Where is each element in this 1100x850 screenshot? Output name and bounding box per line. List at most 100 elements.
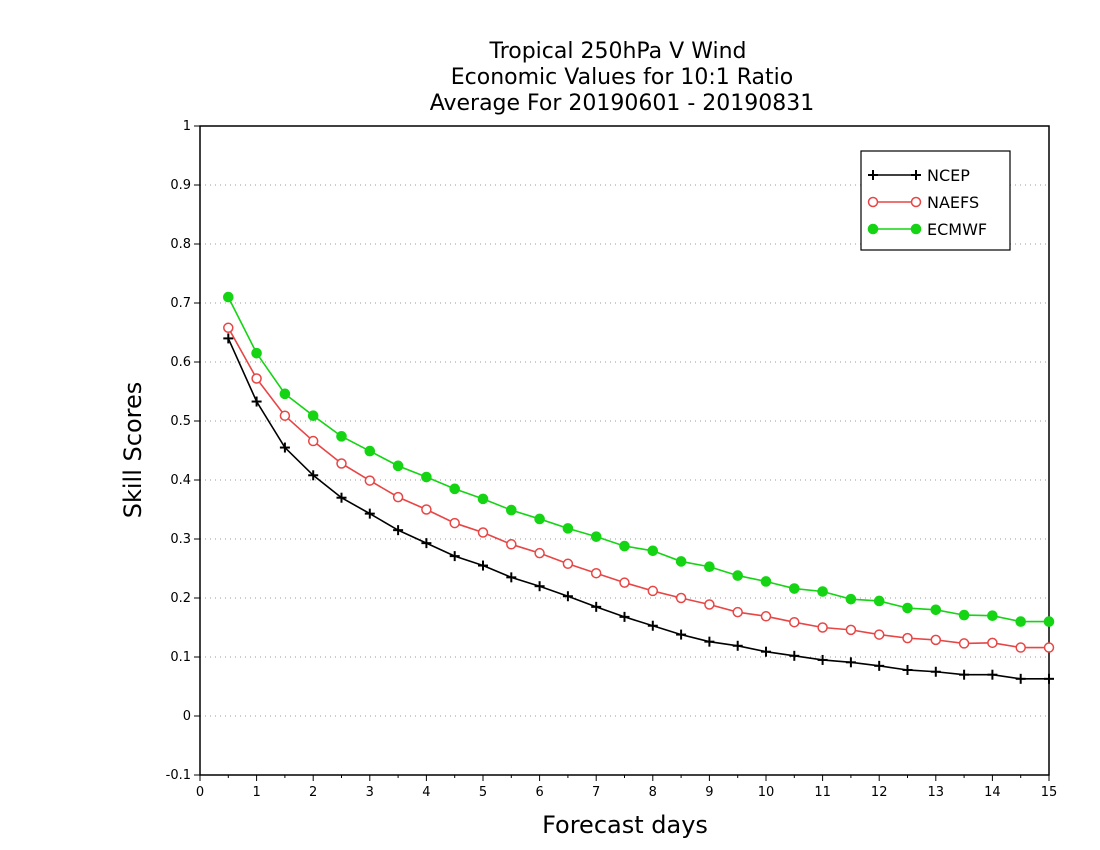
data-point-naefs [987, 637, 998, 649]
data-point-ncep [421, 538, 432, 549]
legend-box [860, 150, 1011, 251]
series-line-ncep [227, 338, 1049, 680]
y-tick-label: 0.1 [170, 650, 191, 665]
y-axis-title: Skill Scores [119, 382, 147, 519]
data-point-ecmwf [675, 556, 687, 567]
data-point-ecmwf [647, 545, 659, 557]
data-point-ncep [308, 470, 319, 481]
data-point-ecmwf [987, 610, 998, 622]
y-tick-label: 0.4 [170, 473, 191, 488]
data-point-naefs [562, 558, 574, 570]
data-point-ecmwf [958, 609, 970, 621]
data-point-ncep [251, 396, 262, 407]
data-point-ncep [478, 560, 488, 571]
data-point-ecmwf [307, 410, 319, 421]
x-tick-label: 2 [309, 785, 317, 800]
data-point-naefs [817, 622, 828, 633]
data-point-naefs [449, 517, 460, 529]
data-point-ecmwf [449, 483, 461, 495]
data-point-ncep [647, 620, 658, 631]
data-point-ecmwf [421, 471, 432, 483]
y-tick-label: 0.9 [170, 178, 191, 193]
data-point-naefs [534, 547, 545, 559]
series-ecmwf [223, 291, 1055, 627]
data-point-ncep [223, 333, 234, 344]
y-tick-label: 0.2 [170, 591, 191, 606]
data-point-naefs [477, 527, 489, 538]
data-point-naefs [619, 577, 630, 588]
data-point-naefs [845, 624, 857, 636]
series-line-ecmwf [227, 296, 1049, 623]
x-tick-label: 4 [422, 785, 430, 800]
series-ncep [223, 333, 1054, 684]
data-point-naefs [421, 504, 432, 515]
data-point-ecmwf [902, 602, 913, 614]
x-tick-label: 14 [984, 785, 1001, 800]
data-point-ncep [534, 581, 545, 592]
data-point-ecmwf [760, 576, 772, 587]
data-point-ncep [874, 660, 885, 671]
data-point-naefs [789, 616, 800, 628]
data-point-ecmwf [534, 513, 545, 525]
y-tick-label: 0.3 [170, 532, 191, 547]
data-point-ncep [845, 657, 856, 668]
data-point-ecmwf [817, 586, 828, 597]
data-point-naefs [392, 491, 404, 503]
data-point-ecmwf [873, 595, 885, 607]
y-tick-label: 0.5 [170, 414, 191, 429]
data-point-ecmwf [845, 593, 857, 605]
title-line-3: Average For 20190601 - 20190831 [430, 91, 815, 116]
data-point-ecmwf [279, 388, 291, 400]
legend-label-ecmwf: ECMWF [927, 220, 987, 239]
data-point-naefs [704, 599, 715, 610]
data-point-ecmwf [477, 493, 489, 505]
data-point-naefs [506, 539, 517, 550]
data-point-ecmwf [506, 504, 517, 516]
data-point-ecmwf [619, 540, 630, 552]
data-point-ncep [336, 492, 347, 503]
series-naefs [223, 322, 1055, 653]
data-point-naefs [958, 638, 970, 649]
y-tick-label: 0 [183, 709, 191, 724]
data-point-ncep [364, 508, 375, 519]
data-point-naefs [873, 629, 885, 640]
legend-marker-naefs-end [910, 196, 922, 208]
data-point-ecmwf [562, 523, 574, 534]
data-point-ecmwf [336, 431, 347, 442]
title-line-1: Tropical 250hPa V Wind [488, 39, 746, 64]
x-tick-label: 5 [479, 785, 487, 800]
y-tick-label: 0.7 [170, 296, 191, 311]
data-point-naefs [1015, 642, 1026, 653]
chart-title: Tropical 250hPa V Wind Economic Values f… [430, 39, 815, 116]
data-point-ncep [449, 551, 460, 562]
legend-marker-ecmwf-start [867, 223, 879, 235]
data-point-ncep [704, 636, 715, 647]
legend-marker-ecmwf-end [910, 223, 922, 235]
data-point-naefs [279, 410, 291, 421]
x-tick-label: 1 [252, 785, 260, 800]
data-point-ecmwf [392, 460, 404, 472]
legend-marker-ncep-end [911, 170, 921, 180]
data-point-naefs [223, 322, 234, 334]
y-tick-label: 0.6 [170, 355, 191, 370]
data-point-ncep [393, 525, 404, 536]
data-point-ncep [930, 666, 941, 677]
x-axis-title: Forecast days [542, 811, 708, 839]
data-point-ncep [676, 629, 687, 640]
data-point-ncep [761, 646, 771, 657]
data-point-naefs [732, 606, 743, 618]
data-point-ecmwf [789, 583, 800, 594]
y-tick-label: -0.1 [166, 768, 191, 783]
legend-marker-naefs-start [867, 196, 879, 208]
x-tick-label: 13 [928, 785, 945, 800]
x-tick-label: 7 [592, 785, 600, 800]
data-point-ncep [817, 654, 828, 665]
legend-marker-ncep-start [868, 170, 878, 180]
data-point-ncep [732, 640, 743, 651]
data-point-ecmwf [930, 604, 942, 616]
y-tick-label: 0.8 [170, 237, 191, 252]
data-point-ecmwf [1043, 616, 1055, 627]
title-line-2: Economic Values for 10:1 Ratio [451, 65, 793, 90]
data-point-ncep [279, 442, 290, 453]
